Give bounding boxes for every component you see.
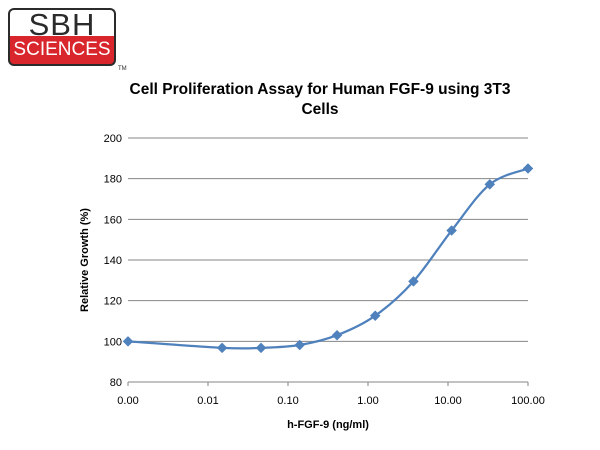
sbh-sciences-logo: SBH SCIENCES TM <box>8 7 127 74</box>
data-point-marker <box>484 179 496 190</box>
data-point-marker <box>294 339 306 351</box>
y-tick-label: 80 <box>110 377 122 389</box>
y-axis-label: Relative Growth (%) <box>79 208 91 312</box>
y-tick-label: 120 <box>104 296 122 308</box>
y-tick-label: 140 <box>104 255 122 267</box>
data-point-marker <box>331 329 343 341</box>
logo-bottom-panel: SCIENCES <box>8 36 116 66</box>
data-point-marker <box>446 225 457 236</box>
y-gridlines <box>128 137 528 342</box>
y-axis-ticks: 80 100 120 140 160 180 200 <box>104 133 122 389</box>
x-tick-label: 0.00 <box>117 395 138 407</box>
data-point-marker <box>408 275 419 287</box>
data-point-marker <box>522 163 534 174</box>
chart-title-line-2: Cells <box>301 101 339 118</box>
data-series <box>122 163 534 354</box>
y-tick-label: 160 <box>104 214 122 226</box>
data-point-marker <box>255 342 267 354</box>
chart-title: Cell Proliferation Assay for Human FGF-9… <box>120 80 520 120</box>
x-tick-label: 0.01 <box>197 395 218 407</box>
chart-title-line-1: Cell Proliferation Assay for Human FGF-9… <box>129 81 511 98</box>
x-tick-label: 1.00 <box>357 395 378 407</box>
x-tick-label: 0.10 <box>277 395 298 407</box>
logo-bottom-text: SCIENCES <box>13 39 111 60</box>
x-axis-label: h-FGF-9 (ng/ml) <box>287 419 369 431</box>
data-point-marker <box>122 335 134 347</box>
y-tick-label: 100 <box>104 336 122 348</box>
x-tick-label: 10.00 <box>434 395 462 407</box>
y-tick-label: 180 <box>104 174 122 186</box>
series-line <box>127 167 529 350</box>
data-point-marker <box>369 310 381 322</box>
y-tick-label: 200 <box>104 133 122 145</box>
data-point-marker <box>216 342 228 354</box>
x-axis-ticks: 0.00 0.01 0.10 1.00 10.00 100.00 <box>117 382 545 407</box>
x-tick-label: 100.00 <box>511 395 545 407</box>
logo-top-panel: SBH <box>8 7 116 42</box>
logo-trademark: TM <box>118 66 127 72</box>
